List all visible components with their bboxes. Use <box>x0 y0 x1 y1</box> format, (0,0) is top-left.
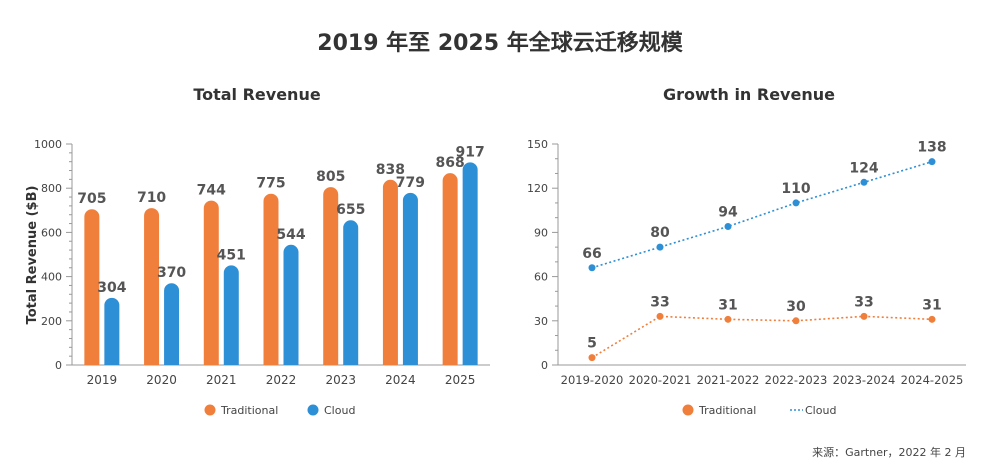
line-traditional-data-label: 33 <box>854 294 873 310</box>
bar-cloud-data-label: 370 <box>157 265 186 281</box>
bar-traditional <box>84 209 100 365</box>
bar-traditional <box>382 179 398 365</box>
bar-cloud <box>402 192 418 365</box>
bar-traditional <box>203 200 219 365</box>
line-cloud-data-label: 138 <box>917 140 946 156</box>
source-note: 来源：Gartner，2022 年 2 月 <box>812 445 966 459</box>
bar-chart-y-axis-label: Total Revenue ($B) <box>25 186 40 325</box>
line-y-tick-label: 90 <box>534 226 548 239</box>
line-traditional-point <box>928 315 936 323</box>
bar-y-tick-label: 400 <box>41 271 62 284</box>
line-traditional-point <box>724 315 732 323</box>
bar-cloud-data-label: 451 <box>217 247 246 263</box>
bar-x-tick-label: 2025 <box>445 373 476 387</box>
line-traditional-data-label: 33 <box>650 294 669 310</box>
bar-x-tick-label: 2022 <box>266 373 297 387</box>
line-traditional-point <box>656 312 664 320</box>
bar-cloud-data-label: 917 <box>456 144 485 160</box>
line-traditional-data-label: 30 <box>786 299 806 315</box>
bar-traditional-data-label: 838 <box>376 162 405 178</box>
line-traditional-data-label: 5 <box>587 336 597 352</box>
bar-y-tick-label: 600 <box>41 226 62 239</box>
line-x-tick-label: 2020-2021 <box>629 373 692 387</box>
bar-x-tick-label: 2023 <box>325 373 356 387</box>
line-traditional-point <box>588 354 596 362</box>
bar-traditional-data-label: 744 <box>197 183 226 199</box>
line-x-tick-label: 2019-2020 <box>561 373 624 387</box>
line-cloud-point <box>724 223 732 231</box>
legend-cloud-marker <box>307 404 319 416</box>
bar-cloud <box>283 244 299 365</box>
line-y-tick-label: 120 <box>527 182 548 195</box>
line-traditional-point <box>860 312 868 320</box>
line-traditional-series <box>591 315 933 359</box>
growth-line-chart: Growth in Revenue 0 30 60 90 120 150 2019-2020… <box>527 85 966 417</box>
legend-traditional-label: Traditional <box>698 404 756 417</box>
bar-traditional-data-label: 775 <box>256 176 285 192</box>
bar-y-tick-label: 800 <box>41 182 62 195</box>
bar-traditional-data-label: 705 <box>77 191 106 207</box>
line-cloud-data-label: 94 <box>718 205 738 221</box>
line-cloud-series <box>591 160 933 269</box>
bar-cloud <box>343 220 359 365</box>
bar-y-tick-label: 200 <box>41 315 62 328</box>
line-traditional-data-label: 31 <box>718 297 737 313</box>
line-cloud-point <box>928 158 936 166</box>
main-title: 2019 年至 2025 年全球云迁移规模 <box>317 30 683 56</box>
line-y-tick-label: 60 <box>534 271 548 284</box>
bar-traditional-data-label: 868 <box>436 155 465 171</box>
bar-traditional <box>442 173 458 365</box>
line-cloud-data-label: 124 <box>849 160 878 176</box>
line-traditional-point <box>792 317 800 325</box>
line-cloud-data-label: 80 <box>650 225 670 241</box>
line-cloud-point <box>588 264 596 272</box>
line-x-tick-label: 2021-2022 <box>697 373 760 387</box>
bar-cloud-data-label: 544 <box>276 227 305 243</box>
bar-traditional-data-label: 805 <box>316 169 345 185</box>
line-y-tick-label: 30 <box>534 315 548 328</box>
bar-x-tick-label: 2024 <box>385 373 416 387</box>
line-y-tick-label: 150 <box>527 138 548 151</box>
bar-x-tick-label: 2020 <box>146 373 177 387</box>
revenue-bar-chart: Total Revenue Total Revenue ($B) 0 200 400… <box>25 85 490 417</box>
bar-cloud-data-label: 779 <box>396 175 425 191</box>
line-x-tick-label: 2024-2025 <box>901 373 964 387</box>
legend-cloud-label: Cloud <box>324 404 355 417</box>
bar-x-tick-label: 2019 <box>87 373 118 387</box>
bar-cloud <box>164 283 180 365</box>
bar-chart-title: Total Revenue <box>193 85 321 104</box>
bar-y-tick-label: 0 <box>55 359 62 372</box>
line-chart-title: Growth in Revenue <box>663 85 835 104</box>
line-x-tick-label: 2022-2023 <box>765 373 828 387</box>
line-cloud-point <box>860 178 868 186</box>
line-cloud-data-label: 66 <box>582 246 601 262</box>
bar-traditional <box>263 193 279 365</box>
line-x-tick-label: 2023-2024 <box>833 373 896 387</box>
bar-y-tick-label: 1000 <box>34 138 62 151</box>
bar-traditional <box>144 208 160 365</box>
line-cloud-point <box>656 243 664 251</box>
bar-cloud-data-label: 655 <box>336 202 365 218</box>
bar-x-tick-label: 2021 <box>206 373 237 387</box>
line-traditional-data-label: 31 <box>922 297 941 313</box>
line-cloud-point <box>792 199 800 207</box>
legend-traditional-label: Traditional <box>220 404 278 417</box>
line-cloud-data-label: 110 <box>781 181 810 197</box>
legend-traditional-marker <box>204 404 216 416</box>
legend-traditional-marker <box>682 404 694 416</box>
line-y-tick-label: 0 <box>541 359 548 372</box>
bar-cloud <box>223 265 239 365</box>
legend-cloud-label: Cloud <box>805 404 836 417</box>
bar-cloud <box>462 162 478 365</box>
bar-cloud <box>104 297 120 365</box>
bar-cloud-data-label: 304 <box>97 280 126 296</box>
bar-traditional <box>323 187 339 365</box>
bar-traditional-data-label: 710 <box>137 190 166 206</box>
